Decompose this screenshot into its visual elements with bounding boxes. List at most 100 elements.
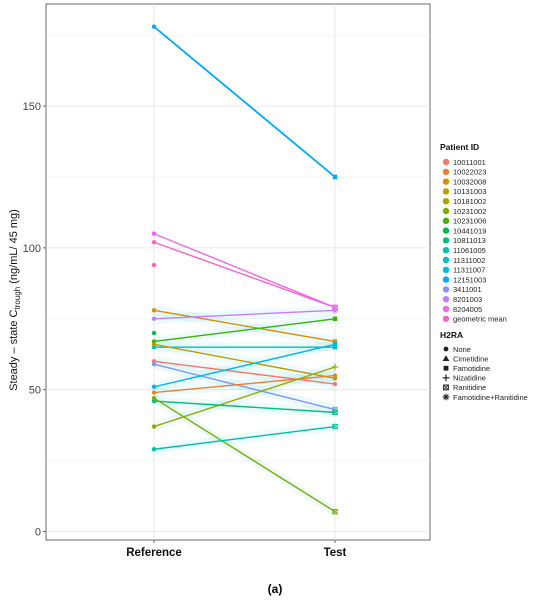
series-line-12 xyxy=(153,400,336,414)
series-line-8 xyxy=(153,363,336,411)
h2ra-legend-shape-1 xyxy=(442,355,450,361)
series-points xyxy=(151,24,339,515)
y-tick-label: 150 xyxy=(23,101,41,113)
legend-label-12: 12151003 xyxy=(453,275,486,284)
legend-swatch-11 xyxy=(442,266,450,273)
point-ref-1 xyxy=(151,240,157,245)
legend-swatch-15 xyxy=(442,305,450,313)
legend-label-1: 10022023 xyxy=(453,168,486,177)
point-test-4 xyxy=(332,316,338,321)
legend-label-13: 3411001 xyxy=(453,285,482,294)
legend-label-16: geometric mean xyxy=(453,315,507,324)
h2ra-legend-shape-4 xyxy=(443,384,449,391)
patient-legend-title: Patient ID xyxy=(440,142,479,152)
series-line-0 xyxy=(153,25,336,178)
point-extra-1 xyxy=(151,330,157,336)
h2ra-legend-shape-5 xyxy=(442,393,450,401)
point-ref-10 xyxy=(151,390,157,395)
point-test-15 xyxy=(332,304,338,311)
series-line-4 xyxy=(153,318,336,343)
legend-label-14: 8201003 xyxy=(453,295,482,304)
point-test-15-frame xyxy=(332,304,338,311)
series-line-15 xyxy=(153,233,336,309)
series-line-1 xyxy=(153,241,336,309)
legend-label-5: 10231002 xyxy=(453,207,486,216)
y-tick-label: 0 xyxy=(35,526,41,538)
series-line-2 xyxy=(153,309,336,343)
series-lines xyxy=(153,25,336,513)
h2ra-legend-label-0: None xyxy=(453,345,471,354)
point-ref-14-dot xyxy=(151,447,157,452)
legend-label-9: 11061005 xyxy=(453,246,486,255)
point-ref-0 xyxy=(151,24,157,29)
h2ra-legend-shape-2 xyxy=(443,365,449,371)
legend-swatch-7 xyxy=(442,227,450,234)
legend-swatch-14 xyxy=(442,296,450,303)
point-test-13 xyxy=(332,508,338,515)
h2ra-legend-shape-4-frame xyxy=(443,384,449,391)
y-tick-label: 100 xyxy=(23,243,41,255)
point-test-13-frame xyxy=(332,508,338,515)
point-test-0-box xyxy=(332,174,338,180)
point-test-7 xyxy=(332,381,338,387)
point-extra-1-dot xyxy=(151,330,157,336)
legend-swatch-9 xyxy=(442,247,450,254)
legend-swatch-2 xyxy=(442,178,450,185)
h2ra-legend-shape-2-box xyxy=(443,365,449,371)
y-axis-label: Steady – state Ctrough (ng/mL/ 45 mg) xyxy=(8,209,22,391)
point-ref-10-dot xyxy=(151,390,157,395)
point-test-8-frame xyxy=(332,406,338,413)
point-test-5 xyxy=(332,344,338,350)
point-ref-3 xyxy=(151,316,157,321)
x-axis-ticks: Reference Test xyxy=(126,540,347,559)
legend-label-7: 10441019 xyxy=(453,226,486,235)
point-ref-14 xyxy=(151,447,157,452)
legend-swatch-10 xyxy=(442,256,450,264)
point-ref-0-dot xyxy=(151,24,157,29)
point-test-14-frame xyxy=(332,423,338,430)
y-axis-ticks: 0 50 100 150 xyxy=(23,101,46,538)
h2ra-legend-shape-1-tri xyxy=(442,355,450,361)
h2ra-legend-label-3: Nizatidine xyxy=(453,374,486,383)
point-ref-2 xyxy=(151,308,157,313)
point-test-12-d2 xyxy=(332,409,338,415)
series-line-3 xyxy=(153,309,336,320)
patient-legend: Patient ID 10011001100220231003200810131… xyxy=(440,142,507,324)
point-test-10-dot xyxy=(332,373,338,378)
point-ref-6 xyxy=(151,342,157,347)
h2ra-legend-shape-0-dot xyxy=(443,346,449,352)
x-tick-label: Reference xyxy=(126,547,182,559)
point-ref-9-dot xyxy=(151,384,157,390)
figure-caption: (a) xyxy=(268,582,283,596)
point-ref-9 xyxy=(151,384,157,390)
legend-label-15: 8204005 xyxy=(453,305,482,314)
point-test-11 xyxy=(331,363,339,371)
legend-label-10: 11311002 xyxy=(453,256,485,265)
point-test-12 xyxy=(332,409,338,416)
legend-swatch-3 xyxy=(442,188,450,195)
legend-swatch-0 xyxy=(442,158,450,166)
h2ra-legend-shape-4-d2 xyxy=(443,384,449,391)
legend-swatch-13 xyxy=(442,286,450,293)
legend-label-2: 10032008 xyxy=(453,177,486,186)
point-ref-1-dot xyxy=(151,240,157,245)
legend-swatch-1 xyxy=(442,168,450,175)
grid xyxy=(46,4,430,540)
point-ref-8-dot xyxy=(151,361,157,367)
legend-label-0: 10011001 xyxy=(453,158,486,167)
point-ref-13 xyxy=(151,396,157,401)
legend-label-8: 10811013 xyxy=(453,236,486,245)
h2ra-legend-label-5: Famotidine+Ranitidine xyxy=(453,393,528,402)
x-tick-label: Test xyxy=(324,547,347,559)
point-test-12-frame xyxy=(332,409,338,416)
point-test-7-dot xyxy=(332,381,338,387)
series-line-6 xyxy=(153,343,336,380)
legend-label-6: 10231006 xyxy=(453,217,486,226)
point-ref-2-dot xyxy=(151,308,157,313)
y-axis-label-subscript: trough xyxy=(13,287,22,310)
point-test-10 xyxy=(332,373,338,378)
point-test-15-d2 xyxy=(332,304,338,310)
legend-label-3: 10131003 xyxy=(453,187,486,196)
series-line-10 xyxy=(153,374,336,394)
legend-swatch-5 xyxy=(442,207,450,215)
